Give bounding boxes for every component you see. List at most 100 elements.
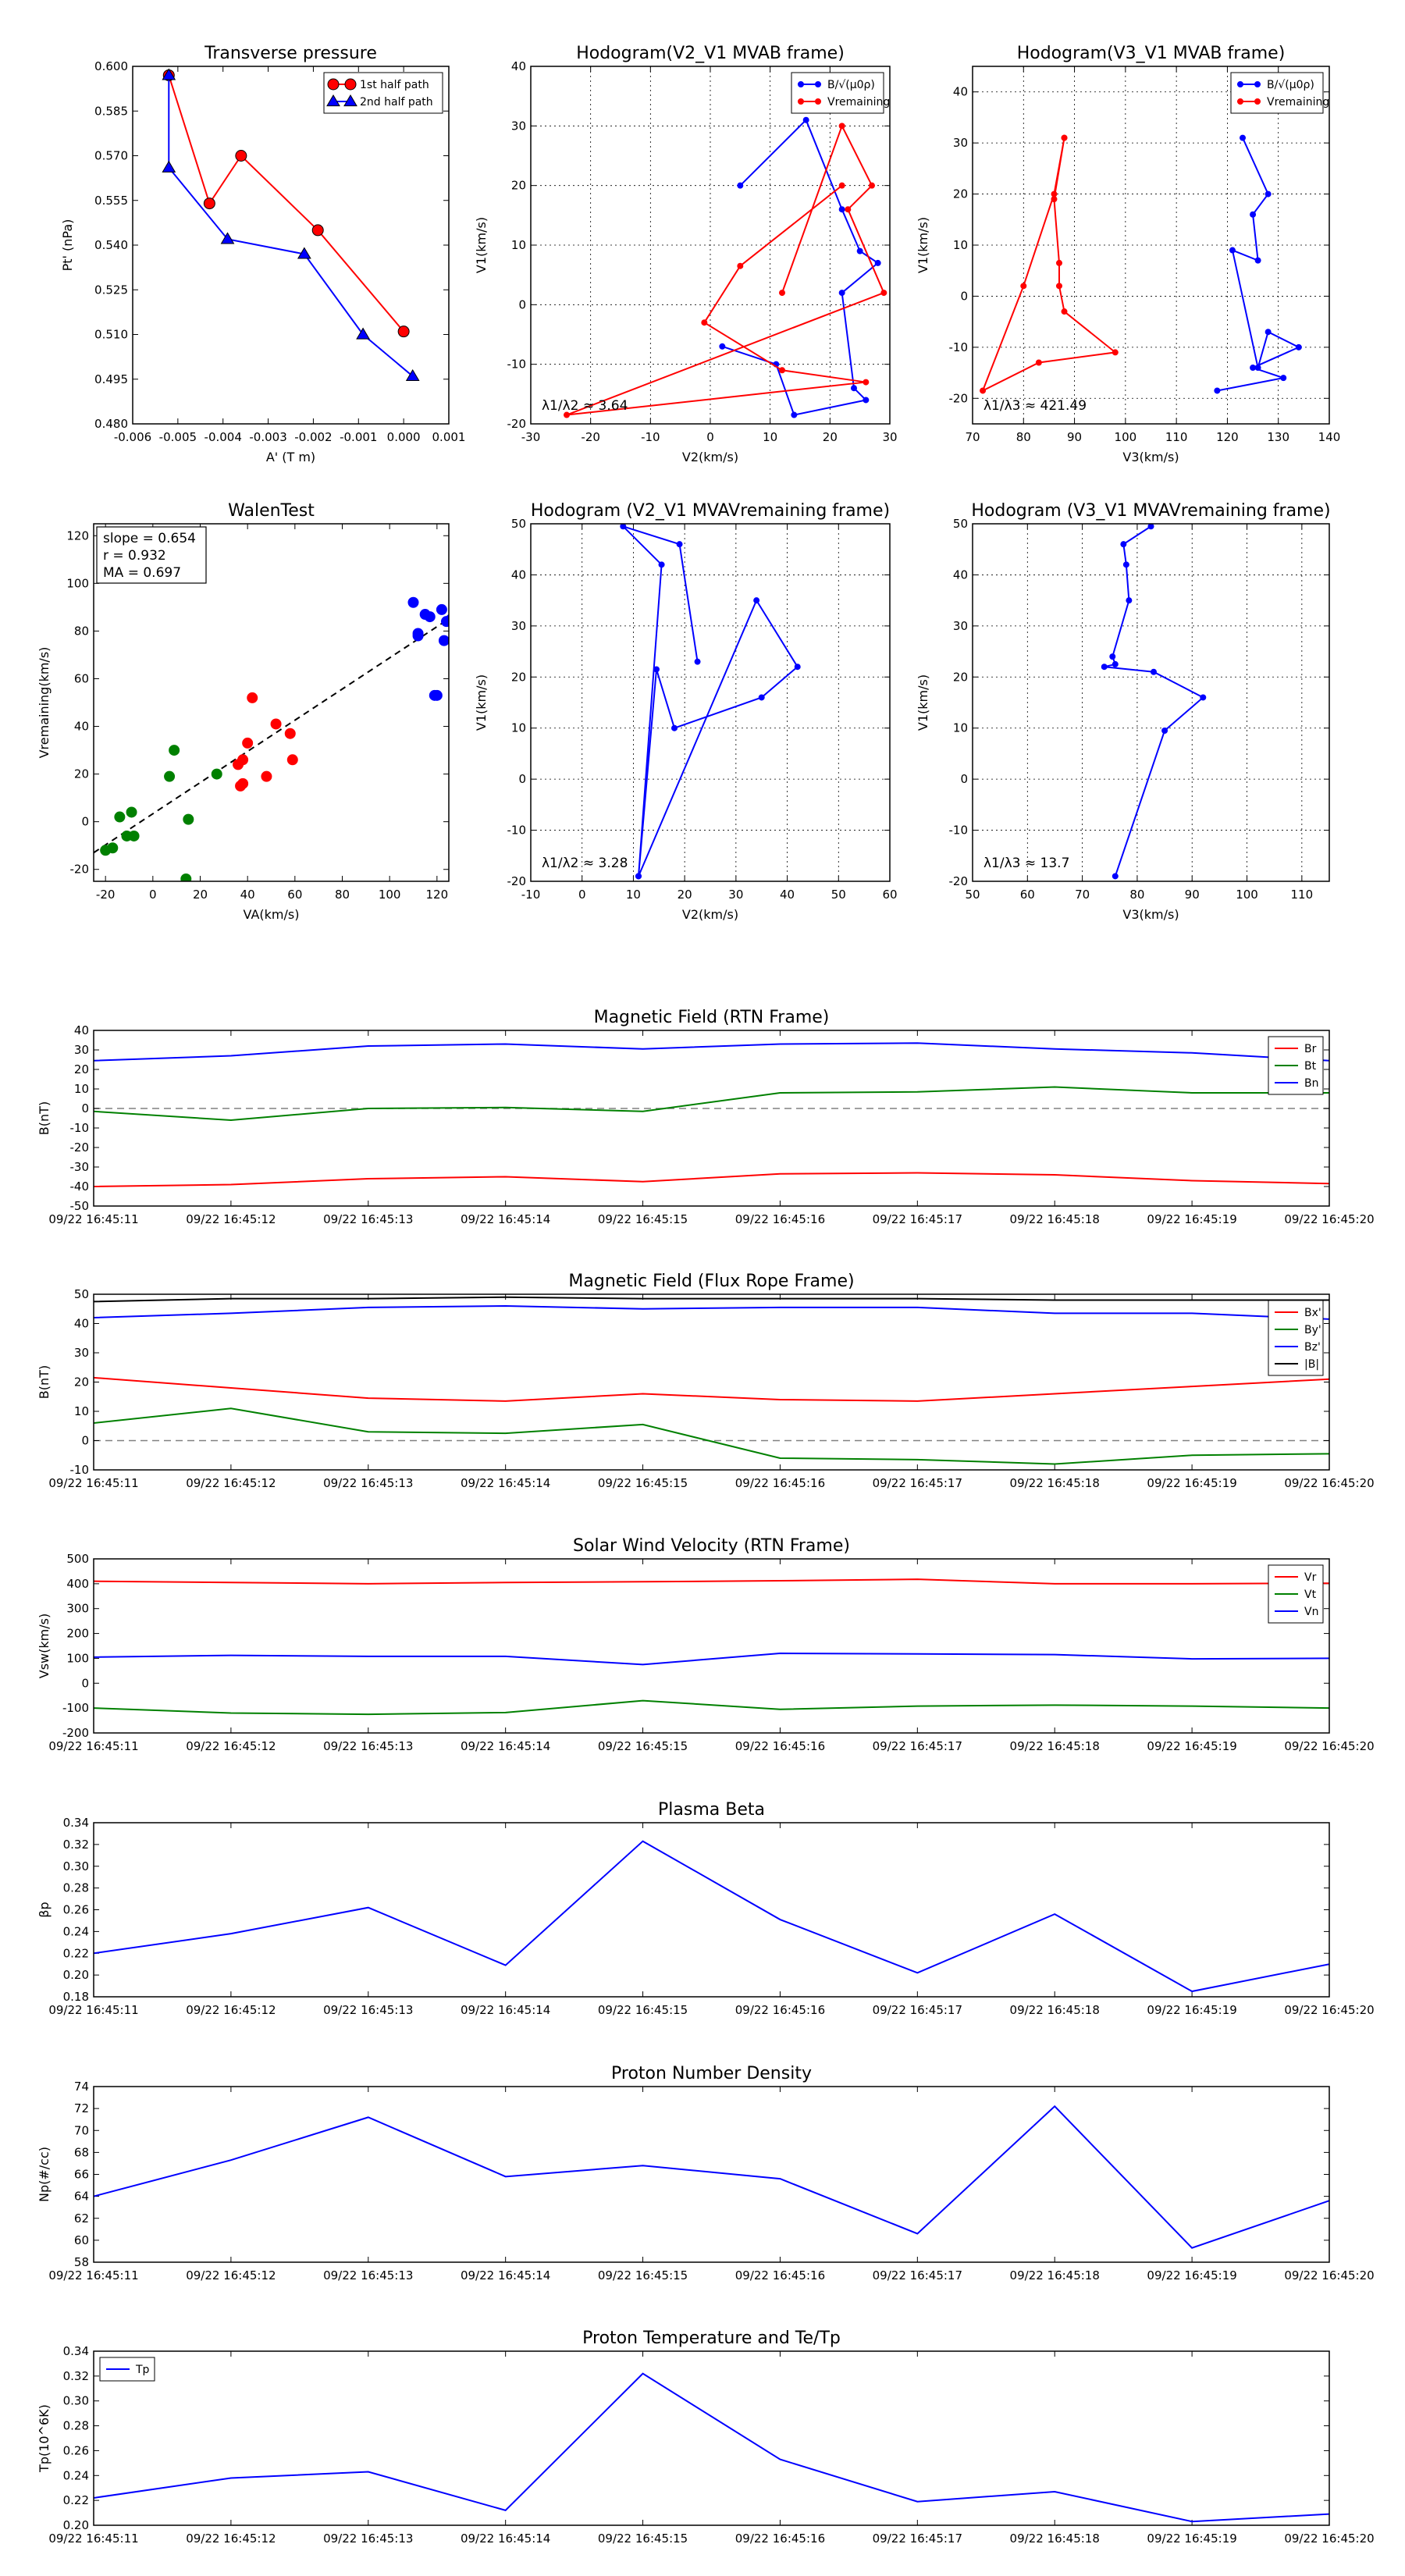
y-tick-label-2: 0 [960, 772, 968, 786]
series-green-point-8 [211, 768, 222, 780]
x-tick-label-3: 0 [706, 430, 714, 444]
y-tick-label-0: 0.480 [94, 417, 128, 431]
y-tick-label-0: -10 [70, 1463, 90, 1477]
series-v-point-9 [1161, 727, 1168, 734]
legend: Vr Vt Vn [1268, 1564, 1324, 1624]
series-blue-point-7 [446, 614, 449, 624]
x-tick-label-6: 09/22 16:45:17 [873, 2268, 962, 2282]
x-tick-label-4: 90 [1185, 888, 1200, 902]
series-group [94, 1296, 1329, 1465]
y-tick-label-2: 0 [81, 1676, 89, 1690]
x-tick-label-1: 0 [149, 888, 157, 902]
x-tick-label-3: 80 [1129, 888, 1144, 902]
ratio-annotation: λ1/λ2 ≈ 3.64 [542, 398, 628, 414]
chart-title: Solar Wind Velocity (RTN Frame) [573, 1536, 850, 1556]
legend: B/√(μ0ρ) Vremaining [1230, 72, 1329, 114]
y-tick-label-3: 10 [953, 721, 968, 735]
legend-marker-a-1 [326, 94, 340, 107]
x-tick-label-5: 120 [1216, 430, 1239, 444]
plot-frame [93, 1558, 1330, 1734]
y-tick-label-1: 0 [81, 1434, 89, 1448]
y-tick-label-3: 0.24 [63, 1924, 89, 1938]
chart-title: Magnetic Field (Flux Rope Frame) [568, 1272, 854, 1291]
legend-label-1: Vt [1304, 1589, 1317, 1601]
plot-frame [93, 2350, 1330, 2526]
y-tick-label-5: 0 [81, 1101, 89, 1115]
series-group [94, 2105, 1329, 2249]
plot-frame [93, 2086, 1330, 2263]
x-tick-label-5: 80 [335, 888, 350, 902]
x-tick-label-7: 09/22 16:45:18 [1010, 1739, 1100, 1753]
y-tick-label-2: 0.24 [63, 2468, 89, 2482]
series-2nd-half-path-point-2 [220, 232, 235, 244]
series-vremaining-point-5 [564, 411, 570, 418]
x-tick-label-6: 30 [882, 430, 897, 444]
x-axis-label: V3(km/s) [1122, 907, 1179, 922]
chart-title: Hodogram(V2_V1 MVAB frame) [576, 44, 845, 63]
x-tick-label-2: 70 [1075, 888, 1090, 902]
y-tick-label-4: 200 [66, 1627, 89, 1641]
x-tick-label-3: 40 [240, 888, 255, 902]
series-blue-point-9 [438, 635, 449, 646]
series-b-0-point-4 [874, 259, 881, 266]
y-tick-label-1: -10 [949, 340, 969, 354]
series-1st-half-path-point-4 [397, 326, 410, 338]
chart-pt: -0.006 -0.005 -0.004 -0.003 -0.002 -0.001 0.00… [60, 44, 465, 464]
x-tick-label-2: 09/22 16:45:13 [323, 1739, 413, 1753]
chart-title: Plasma Beta [658, 1800, 765, 1820]
series-b-0-point-7 [863, 397, 870, 404]
series-by-line [94, 1407, 1329, 1465]
y-tick-label-4: 20 [953, 670, 968, 684]
chart-title: Proton Number Density [611, 2064, 812, 2083]
ratio-annotation: λ1/λ2 ≈ 3.28 [542, 856, 628, 871]
y-axis-label: V1(km/s) [916, 674, 930, 731]
x-tick-label-2: 09/22 16:45:13 [323, 2532, 413, 2546]
y-tick-label-3: 10 [511, 238, 526, 252]
y-tick-label-3: 10 [953, 238, 968, 252]
series-vremaining-point-2 [1020, 283, 1027, 290]
plot-frame [93, 1822, 1330, 1998]
x-tick-label-1: 09/22 16:45:12 [186, 2268, 276, 2282]
x-axis-label: V2(km/s) [682, 907, 738, 922]
x-tick-label-4: 10 [763, 430, 777, 444]
chart-mag_fr: 09/22 16:45:11 09/22 16:45:12 09/22 16:45:… [37, 1272, 1375, 1490]
x-tick-label-8: 09/22 16:45:19 [1147, 2532, 1236, 2546]
series-2nd-half-path-point-4 [356, 327, 370, 340]
x-tick-label-2: 09/22 16:45:13 [323, 1476, 413, 1490]
x-tick-label-4: 60 [287, 888, 302, 902]
x-axis-label: V3(km/s) [1122, 450, 1179, 464]
x-tick-label-2: 09/22 16:45:13 [323, 1212, 413, 1226]
x-tick-label-7: 140 [1318, 430, 1341, 444]
y-tick-label-7: 50 [511, 517, 526, 531]
x-tick-label-0: 09/22 16:45:11 [48, 2532, 138, 2546]
series-br-line [94, 1172, 1329, 1187]
series-2nd-half-path-line [168, 75, 414, 377]
y-tick-label-7: 500 [66, 1552, 89, 1566]
y-tick-label-2: -30 [70, 1160, 90, 1174]
y-tick-label-4: 0.540 [94, 238, 128, 252]
legend-label-0: Tp [135, 2364, 150, 2376]
series-b-0-line [722, 118, 880, 416]
x-tick-label-4: 09/22 16:45:15 [598, 1476, 688, 1490]
series-b-0-point-5 [1254, 365, 1261, 372]
series-group [162, 68, 420, 382]
x-tick-label-7: 09/22 16:45:18 [1010, 1476, 1100, 1490]
y-axis-label: B(nT) [37, 1101, 52, 1135]
x-tick-label-7: 09/22 16:45:18 [1010, 2268, 1100, 2282]
x-tick-label-1: 09/22 16:45:12 [186, 1739, 276, 1753]
y-tick-label-0: -20 [507, 417, 527, 431]
x-tick-label-2: 10 [626, 888, 641, 902]
y-axis-label: V1(km/s) [474, 674, 489, 731]
y-tick-label-5: 0.30 [63, 2394, 89, 2408]
series-v-point-0 [1147, 524, 1154, 530]
series-b-0-point-1 [1264, 190, 1272, 197]
y-tick-label-5: 300 [66, 1602, 89, 1616]
x-tick-label-6: 09/22 16:45:17 [873, 1476, 962, 1490]
plot-frame [530, 523, 891, 882]
fit-stat-0: slope = 0.654 [103, 531, 196, 546]
x-tick-label-1: 0 [578, 888, 586, 902]
y-axis-label: βp [37, 1902, 52, 1917]
series-green-point-10 [128, 830, 140, 841]
plot-frame [972, 523, 1330, 882]
